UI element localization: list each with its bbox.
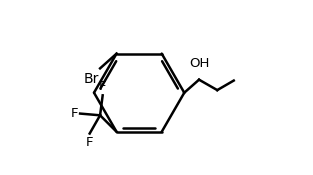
Text: F: F [70, 107, 78, 120]
Text: Br: Br [84, 72, 99, 86]
Text: OH: OH [190, 57, 210, 70]
Text: F: F [86, 136, 93, 149]
Text: F: F [99, 80, 106, 93]
